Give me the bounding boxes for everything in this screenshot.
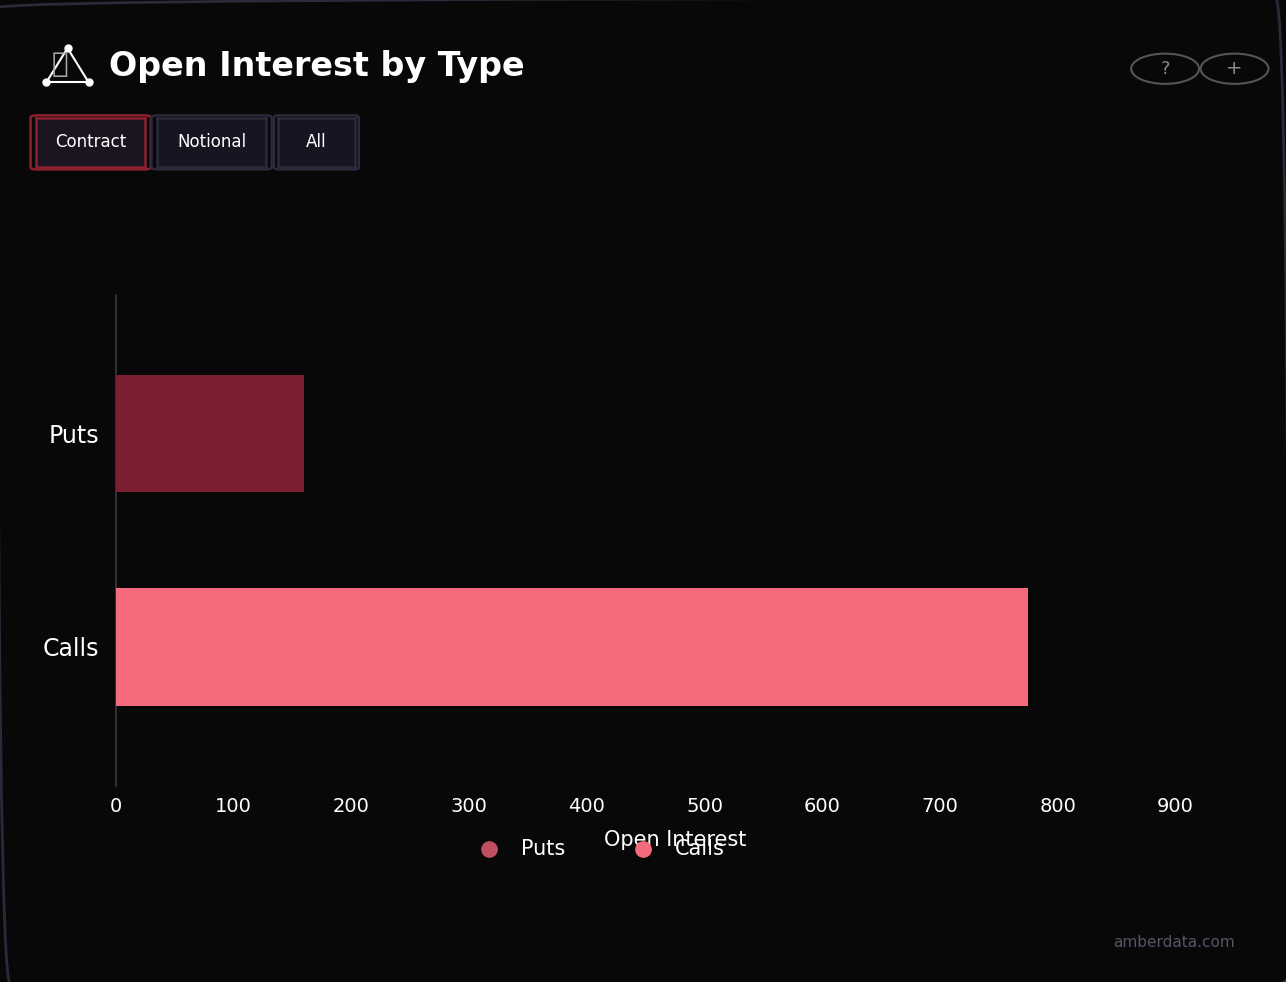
Text: ?: ? bbox=[1160, 60, 1170, 78]
Bar bbox=[116, 375, 305, 492]
Text: amberdata.com: amberdata.com bbox=[1112, 935, 1235, 951]
X-axis label: Open Interest: Open Interest bbox=[604, 830, 746, 849]
Text: ⛄: ⛄ bbox=[51, 50, 68, 78]
Text: Notional: Notional bbox=[177, 134, 246, 151]
Text: Contract: Contract bbox=[55, 134, 126, 151]
Bar bbox=[116, 588, 1029, 705]
Text: +: + bbox=[1227, 59, 1242, 79]
Text: Puts: Puts bbox=[521, 840, 565, 859]
Text: Calls: Calls bbox=[675, 840, 725, 859]
Text: Open Interest by Type: Open Interest by Type bbox=[109, 50, 525, 83]
Text: All: All bbox=[306, 134, 327, 151]
